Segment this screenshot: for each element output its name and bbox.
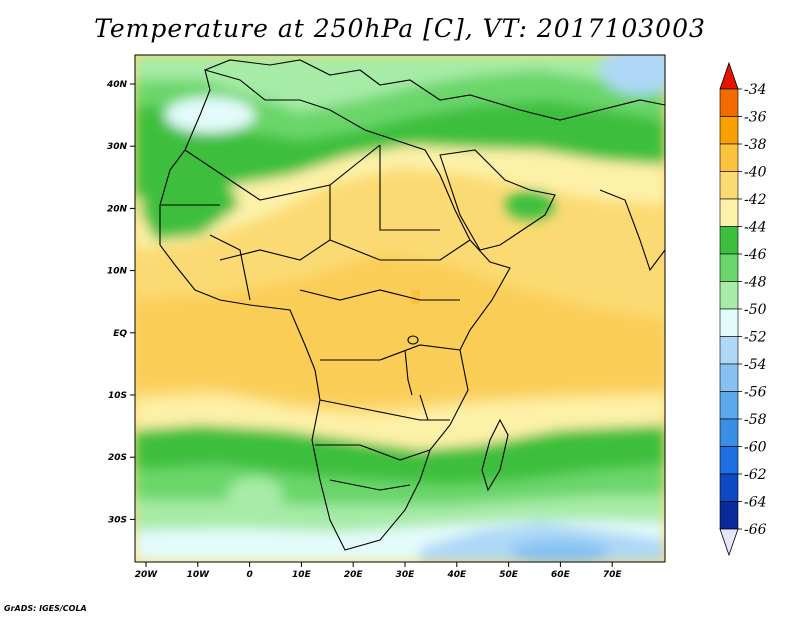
map-title: Temperature at 250hPa [C], VT: 201710300… <box>94 14 706 43</box>
lat-label: 20S <box>108 453 127 463</box>
coastlines <box>159 59 665 551</box>
colorbar: -34 -36 -38 -40 -42 -44 -46 -48 -50 -52 -54 -56 -58 -… <box>719 61 767 557</box>
colorbar-label: -52 <box>744 330 767 346</box>
colorbar-label: -60 <box>744 440 767 456</box>
colorbar-label: -40 <box>744 165 767 181</box>
colorbar-segment <box>719 501 739 530</box>
colorbar-label: -46 <box>744 247 767 263</box>
colorbar-segment <box>719 226 739 255</box>
colorbar-segment <box>719 336 739 365</box>
lon-label: 70E <box>603 570 623 580</box>
lon-label: 20W <box>135 570 159 580</box>
colorbar-segment <box>719 308 739 337</box>
temperature-field <box>135 55 665 562</box>
colorbar-segment <box>719 143 739 172</box>
colorbar-label: -58 <box>744 412 767 428</box>
colorbar-label: -56 <box>744 385 767 401</box>
colorbar-top-arrow <box>719 61 739 90</box>
lat-label: EQ <box>113 329 127 339</box>
colorbar-label: -64 <box>744 495 767 511</box>
colorbar-label: -62 <box>744 467 767 483</box>
lon-label: 0 <box>246 570 252 580</box>
lat-label: 20N <box>107 204 128 214</box>
colorbar-segment <box>719 446 739 475</box>
lon-label: 30E <box>396 570 416 580</box>
colorbar-label: -54 <box>744 357 767 373</box>
lat-label: 30S <box>108 515 127 525</box>
colorbar-label: -48 <box>744 275 767 291</box>
colorbar-label: -50 <box>744 302 767 318</box>
colorbar-bottom-arrow <box>719 528 739 557</box>
credit-text: GrADS: IGES/COLA <box>4 604 87 613</box>
colorbar-label: -38 <box>744 137 767 153</box>
lat-label: 30N <box>107 142 128 152</box>
lon-label: 10E <box>292 570 312 580</box>
lon-label: 50E <box>499 570 519 580</box>
colorbar-segment <box>719 391 739 420</box>
colorbar-segment <box>719 198 739 227</box>
colorbar-segment <box>719 88 739 117</box>
colorbar-label: -34 <box>744 82 767 98</box>
colorbar-label: -66 <box>744 522 767 538</box>
colorbar-label: -36 <box>744 110 767 126</box>
lat-label: 40N <box>106 80 128 90</box>
lon-label: 10W <box>187 570 211 580</box>
lon-label: 60E <box>551 570 571 580</box>
colorbar-segment <box>719 253 739 282</box>
colorbar-segment <box>719 473 739 502</box>
longitude-axis: 20W 10W 0 10E 20E 30E 40E 50E 60E 70E <box>135 562 623 580</box>
colorbar-segment <box>719 418 739 447</box>
colorbar-segment <box>719 116 739 145</box>
plot-frame <box>134 54 666 563</box>
colorbar-segment <box>719 363 739 392</box>
lat-label: 10N <box>107 267 128 277</box>
lon-label: 40E <box>446 570 467 580</box>
colorbar-segment <box>719 281 739 310</box>
colorbar-label: -42 <box>744 192 767 208</box>
colorbar-label: -44 <box>744 220 767 236</box>
latitude-axis: 40N 30N 20N 10N EQ 10S 20S 30S <box>106 80 135 525</box>
colorbar-segment <box>719 171 739 200</box>
lon-label: 20E <box>344 570 364 580</box>
lat-label: 10S <box>108 391 127 401</box>
